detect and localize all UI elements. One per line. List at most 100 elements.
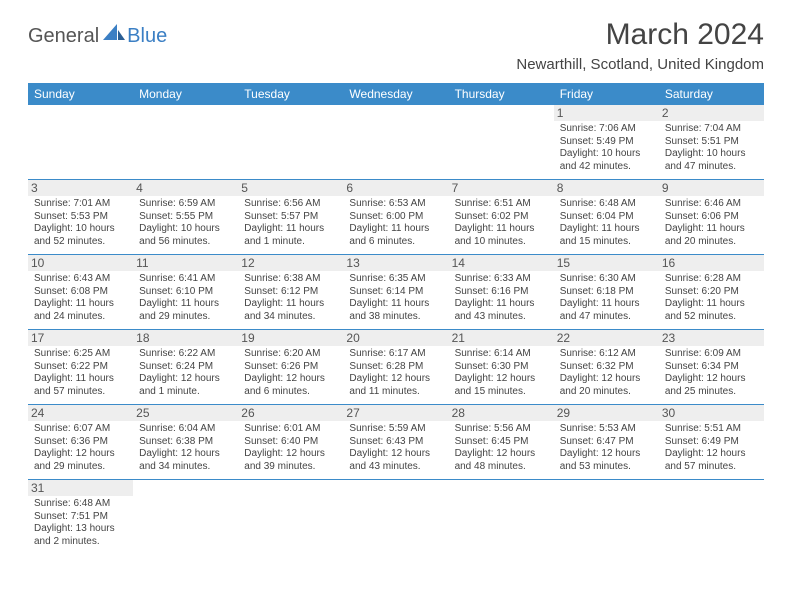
cell-line: Daylight: 12 hours [455, 373, 548, 386]
cell-line: Sunrise: 6:33 AM [455, 273, 548, 286]
cell-line: Daylight: 11 hours [455, 223, 548, 236]
cell-line: and 6 minutes. [349, 236, 442, 249]
column-header: Thursday [449, 83, 554, 105]
calendar-cell [133, 105, 238, 180]
calendar-cell: 28Sunrise: 5:56 AMSunset: 6:45 PMDayligh… [449, 405, 554, 480]
cell-line: Daylight: 10 hours [139, 223, 232, 236]
day-number: 18 [133, 330, 238, 346]
cell-line: Daylight: 11 hours [244, 298, 337, 311]
day-number: 30 [659, 405, 764, 421]
day-number: 29 [554, 405, 659, 421]
sail-icon [103, 24, 125, 48]
cell-line: Sunset: 6:12 PM [244, 286, 337, 299]
day-number: 17 [28, 330, 133, 346]
calendar-cell: 12 Sunrise: 6:38 AMSunset: 6:12 PMDayligh… [238, 255, 343, 330]
calendar-cell: 26Sunrise: 6:01 AMSunset: 6:40 PMDayligh… [238, 405, 343, 480]
cell-line: and 39 minutes. [244, 461, 337, 474]
cell-line: Sunrise: 6:51 AM [455, 198, 548, 211]
cell-line: Sunset: 6:04 PM [560, 211, 653, 224]
cell-line: Sunset: 5:57 PM [244, 211, 337, 224]
day-number: 6 [343, 180, 448, 196]
day-number: 28 [449, 405, 554, 421]
calendar-cell: 23Sunrise: 6:09 AMSunset: 6:34 PMDayligh… [659, 330, 764, 405]
column-header: Monday [133, 83, 238, 105]
cell-line: Sunset: 6:34 PM [665, 361, 758, 374]
day-number: 8 [554, 180, 659, 196]
cell-line: Sunrise: 6:56 AM [244, 198, 337, 211]
calendar-cell: 30Sunrise: 5:51 AMSunset: 6:49 PMDayligh… [659, 405, 764, 480]
day-number: 21 [449, 330, 554, 346]
cell-line: and 2 minutes. [34, 536, 127, 549]
calendar-cell: 8Sunrise: 6:48 AMSunset: 6:04 PMDaylight… [554, 180, 659, 255]
calendar-cell: 18Sunrise: 6:22 AMSunset: 6:24 PMDayligh… [133, 330, 238, 405]
calendar-cell: 6Sunrise: 6:53 AMSunset: 6:00 PMDaylight… [343, 180, 448, 255]
cell-line: and 56 minutes. [139, 236, 232, 249]
cell-line: Sunrise: 6:46 AM [665, 198, 758, 211]
cell-line: Sunrise: 6:38 AM [244, 273, 337, 286]
cell-line: Sunset: 6:20 PM [665, 286, 758, 299]
cell-line: Daylight: 12 hours [665, 373, 758, 386]
calendar-cell: 11Sunrise: 6:41 AMSunset: 6:10 PMDayligh… [133, 255, 238, 330]
calendar-cell: 29Sunrise: 5:53 AMSunset: 6:47 PMDayligh… [554, 405, 659, 480]
cell-line: Daylight: 11 hours [139, 298, 232, 311]
cell-line: Daylight: 12 hours [139, 448, 232, 461]
calendar-cell: 20Sunrise: 6:17 AMSunset: 6:28 PMDayligh… [343, 330, 448, 405]
logo-text-blue: Blue [127, 25, 167, 48]
cell-line: and 42 minutes. [560, 161, 653, 174]
cell-line: and 15 minutes. [560, 236, 653, 249]
calendar-cell: 21Sunrise: 6:14 AMSunset: 6:30 PMDayligh… [449, 330, 554, 405]
cell-line: Sunset: 6:32 PM [560, 361, 653, 374]
cell-line: Daylight: 13 hours [34, 523, 127, 536]
calendar-week-row: 17Sunrise: 6:25 AMSunset: 6:22 PMDayligh… [28, 330, 764, 405]
cell-line: Sunrise: 7:04 AM [665, 123, 758, 136]
cell-line: Sunrise: 6:41 AM [139, 273, 232, 286]
calendar-cell: 2Sunrise: 7:04 AMSunset: 5:51 PMDaylight… [659, 105, 764, 180]
column-header: Tuesday [238, 83, 343, 105]
cell-line: Daylight: 10 hours [560, 148, 653, 161]
cell-line: Sunrise: 7:06 AM [560, 123, 653, 136]
cell-line: Daylight: 11 hours [34, 373, 127, 386]
cell-line: Sunset: 6:06 PM [665, 211, 758, 224]
cell-line: Daylight: 10 hours [34, 223, 127, 236]
cell-line: and 24 minutes. [34, 311, 127, 324]
cell-line: Sunset: 6:28 PM [349, 361, 442, 374]
cell-line: and 38 minutes. [349, 311, 442, 324]
calendar-cell: 16Sunrise: 6:28 AMSunset: 6:20 PMDayligh… [659, 255, 764, 330]
cell-line: Sunset: 6:38 PM [139, 436, 232, 449]
calendar-cell: 1Sunrise: 7:06 AMSunset: 5:49 PMDaylight… [554, 105, 659, 180]
cell-line: Daylight: 12 hours [560, 373, 653, 386]
cell-line: and 15 minutes. [455, 386, 548, 399]
calendar-cell: 4Sunrise: 6:59 AMSunset: 5:55 PMDaylight… [133, 180, 238, 255]
calendar-cell [238, 105, 343, 180]
day-number: 12 [238, 255, 343, 271]
calendar-cell [133, 480, 238, 555]
cell-line: Sunrise: 6:04 AM [139, 423, 232, 436]
calendar-cell: 22Sunrise: 6:12 AMSunset: 6:32 PMDayligh… [554, 330, 659, 405]
header: General Blue March 2024 [28, 18, 764, 52]
cell-line: and 11 minutes. [349, 386, 442, 399]
cell-line: Sunset: 6:00 PM [349, 211, 442, 224]
calendar-cell: 5Sunrise: 6:56 AMSunset: 5:57 PMDaylight… [238, 180, 343, 255]
cell-line: Sunset: 6:18 PM [560, 286, 653, 299]
day-number: 1 [554, 105, 659, 121]
cell-line: Sunrise: 6:53 AM [349, 198, 442, 211]
day-number: 19 [238, 330, 343, 346]
day-number: 20 [343, 330, 448, 346]
cell-line: and 6 minutes. [244, 386, 337, 399]
cell-line: Sunrise: 6:17 AM [349, 348, 442, 361]
calendar-cell: 10Sunrise: 6:43 AMSunset: 6:08 PMDayligh… [28, 255, 133, 330]
day-number: 25 [133, 405, 238, 421]
calendar-cell [449, 480, 554, 555]
cell-line: Sunset: 6:49 PM [665, 436, 758, 449]
cell-line: Sunset: 6:26 PM [244, 361, 337, 374]
cell-line: Daylight: 12 hours [34, 448, 127, 461]
cell-line: Daylight: 11 hours [665, 223, 758, 236]
cell-line: and 25 minutes. [665, 386, 758, 399]
cell-line: Sunrise: 6:28 AM [665, 273, 758, 286]
cell-line: Sunrise: 6:48 AM [560, 198, 653, 211]
cell-line: and 47 minutes. [665, 161, 758, 174]
logo-text-general: General [28, 25, 99, 48]
day-number: 31 [28, 480, 133, 496]
column-header: Wednesday [343, 83, 448, 105]
cell-line: Sunrise: 6:09 AM [665, 348, 758, 361]
